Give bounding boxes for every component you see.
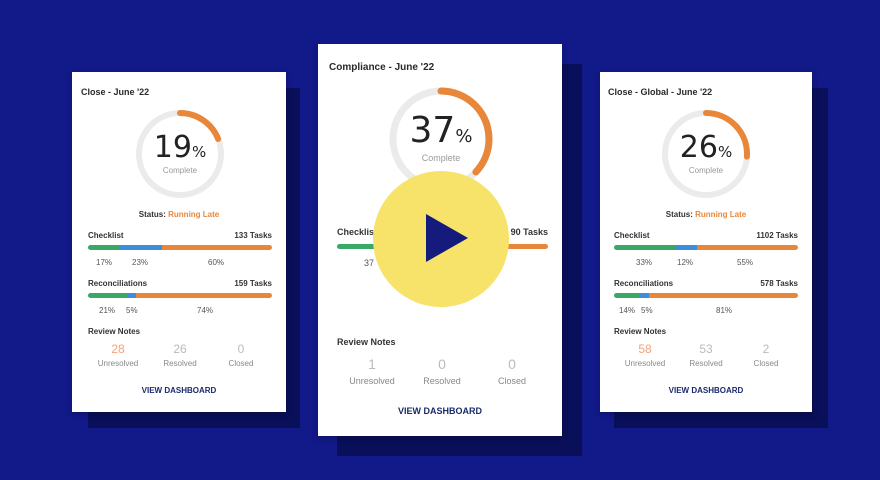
status-value: Running Late <box>168 210 220 219</box>
reconciliations-tasks: 159 Tasks <box>234 279 272 288</box>
reconciliations-percent-green: 14% <box>619 306 636 315</box>
progress-ring: 26% Complete <box>660 108 752 200</box>
checklist-tasks: 90 Tasks <box>510 227 548 237</box>
checklist-row[interactable]: Checklist 133 Tasks 17% 23% 60% <box>88 231 272 267</box>
completion-percent: 26% <box>679 130 733 165</box>
status-value: Running Late <box>695 210 747 219</box>
review-notes-resolved[interactable]: 0 Resolved <box>423 356 461 386</box>
complete-label: Complete <box>421 153 461 163</box>
checklist-tasks: 133 Tasks <box>234 231 272 240</box>
checklist-row[interactable]: Checklist 1102 Tasks 33% 12% 55% <box>614 231 798 267</box>
review-notes-unresolved[interactable]: 1 Unresolved <box>349 356 395 386</box>
reconciliations-label: Reconciliations <box>614 279 674 288</box>
reconciliations-tasks: 578 Tasks <box>760 279 798 288</box>
card-title: Compliance - June '22 <box>329 62 435 73</box>
reconciliations-percent-orange: 74% <box>197 306 214 315</box>
progress-ring: 37% Complete <box>387 85 495 193</box>
card-title: Close - Global - June '22 <box>608 87 713 97</box>
review-notes-title: Review Notes <box>614 327 667 336</box>
complete-label: Complete <box>688 166 724 175</box>
checklist-label: Checklist <box>88 231 124 240</box>
status-line: Status: Running Late <box>665 210 747 219</box>
completion-percent: 19% <box>153 130 207 165</box>
checklist-percent-orange: 60% <box>208 258 225 267</box>
checklist-label: Checklist <box>614 231 650 240</box>
project-card-close[interactable]: Close - June '22 19% Complete Status: Ru… <box>72 72 286 412</box>
card-title: Close - June '22 <box>81 87 150 97</box>
view-dashboard-link[interactable]: VIEW DASHBOARD <box>141 386 217 395</box>
checklist-percent-green: 17% <box>96 258 113 267</box>
review-notes-unresolved[interactable]: 28 Unresolved <box>97 342 139 368</box>
project-card-close-global[interactable]: Close - Global - June '22 26% Complete S… <box>600 72 812 412</box>
review-notes-unresolved[interactable]: 58 Unresolved <box>624 342 666 368</box>
reconciliations-percent-orange: 81% <box>716 306 733 315</box>
review-notes-closed[interactable]: 0 Closed <box>228 342 254 368</box>
checklist-bar <box>614 245 798 250</box>
progress-ring: 19% Complete <box>134 108 226 200</box>
reconciliations-percent-green: 21% <box>99 306 116 315</box>
review-notes-title: Review Notes <box>88 327 141 336</box>
view-dashboard-link[interactable]: VIEW DASHBOARD <box>668 386 744 395</box>
completion-percent: 37% <box>409 110 473 151</box>
checklist-bar <box>88 245 272 250</box>
checklist-percent-green: 33% <box>636 258 653 267</box>
checklist-label: Checklist <box>337 227 378 237</box>
reconciliations-label: Reconciliations <box>88 279 148 288</box>
checklist-percent-green: 37 <box>364 258 375 268</box>
checklist-percent-blue: 12% <box>677 258 694 267</box>
review-notes-resolved[interactable]: 26 Resolved <box>163 342 197 368</box>
view-dashboard-link[interactable]: VIEW DASHBOARD <box>397 406 482 416</box>
checklist-tasks: 1102 Tasks <box>756 231 798 240</box>
reconciliations-row[interactable]: Reconciliations 159 Tasks 21% 5% 74% <box>88 279 272 315</box>
status-line: Status: Running Late <box>138 210 220 219</box>
review-notes-title: Review Notes <box>337 337 396 347</box>
review-notes-resolved[interactable]: 53 Resolved <box>689 342 723 368</box>
complete-label: Complete <box>162 166 198 175</box>
review-notes-closed[interactable]: 0 Closed <box>497 356 526 386</box>
reconciliations-percent-blue: 5% <box>641 306 653 315</box>
reconciliations-percent-blue: 5% <box>126 306 138 315</box>
checklist-percent-orange: 55% <box>737 258 754 267</box>
play-icon <box>426 214 468 262</box>
reconciliations-bar <box>88 293 272 298</box>
checklist-percent-blue: 23% <box>132 258 149 267</box>
review-notes-closed[interactable]: 2 Closed <box>753 342 779 368</box>
reconciliations-bar <box>614 293 798 298</box>
reconciliations-row[interactable]: Reconciliations 578 Tasks 14% 5% 81% <box>614 279 798 315</box>
video-play-button[interactable] <box>373 171 509 307</box>
